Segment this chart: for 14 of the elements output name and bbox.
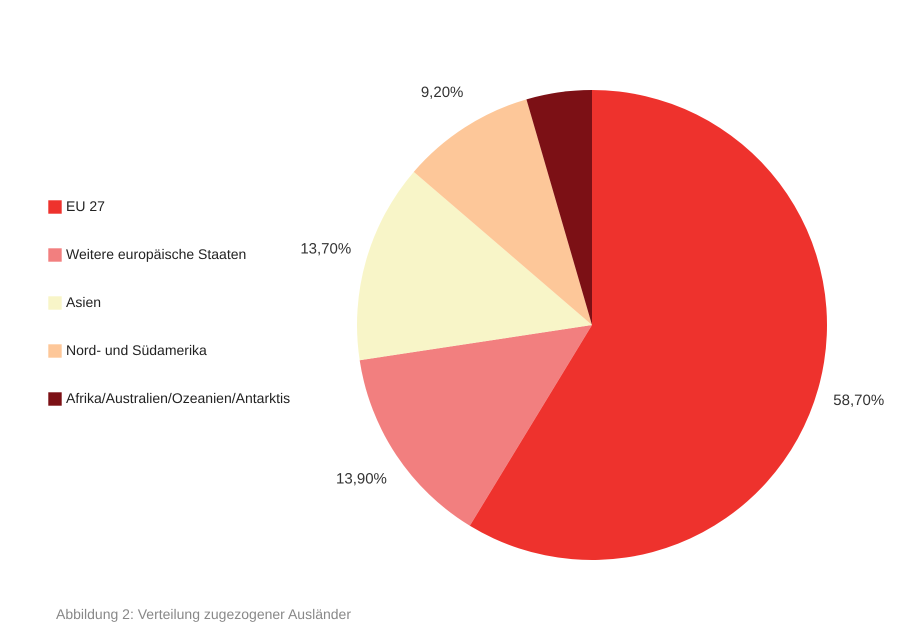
data-label: 13,70%: [300, 240, 352, 258]
data-label: 13,90%: [336, 470, 387, 488]
pie-slice: [526, 90, 592, 325]
pie-slice: [357, 172, 592, 360]
legend-label: Asien: [66, 294, 102, 310]
text: Abbildung 2: Verteilung zugezogener Ausländer: [56, 606, 352, 622]
pie-slice: [470, 90, 827, 560]
legend-label: Afrika/Australien/Ozeanien/Antarktis: [66, 390, 290, 406]
pie-slice: [414, 99, 592, 325]
legend-label: EU 27: [66, 198, 106, 214]
data-label: 9,20%: [420, 84, 464, 102]
data-label: 58,70%: [833, 392, 884, 409]
legend-label: Nord- und Südamerika: [66, 342, 208, 358]
legend-label: Weitere europäische Staaten: [66, 246, 246, 262]
